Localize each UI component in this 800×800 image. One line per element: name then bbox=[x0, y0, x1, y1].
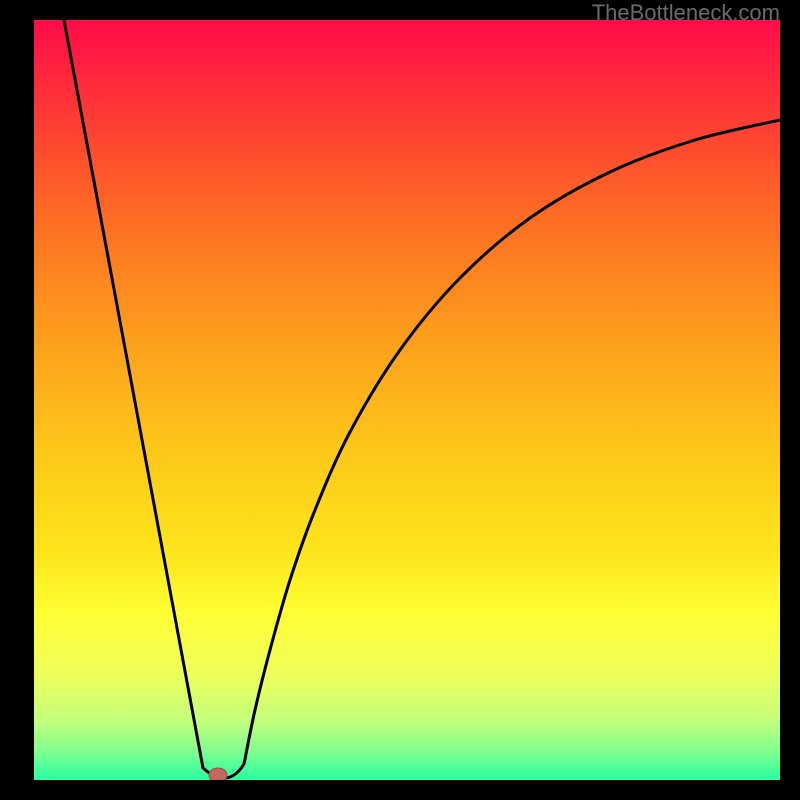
optimal-point-marker bbox=[209, 768, 227, 780]
plot-area bbox=[34, 20, 780, 780]
curve-layer bbox=[34, 20, 780, 780]
chart-container: TheBottleneck.com bbox=[0, 0, 800, 800]
bottleneck-curve bbox=[64, 20, 780, 778]
watermark-text: TheBottleneck.com bbox=[592, 0, 780, 26]
